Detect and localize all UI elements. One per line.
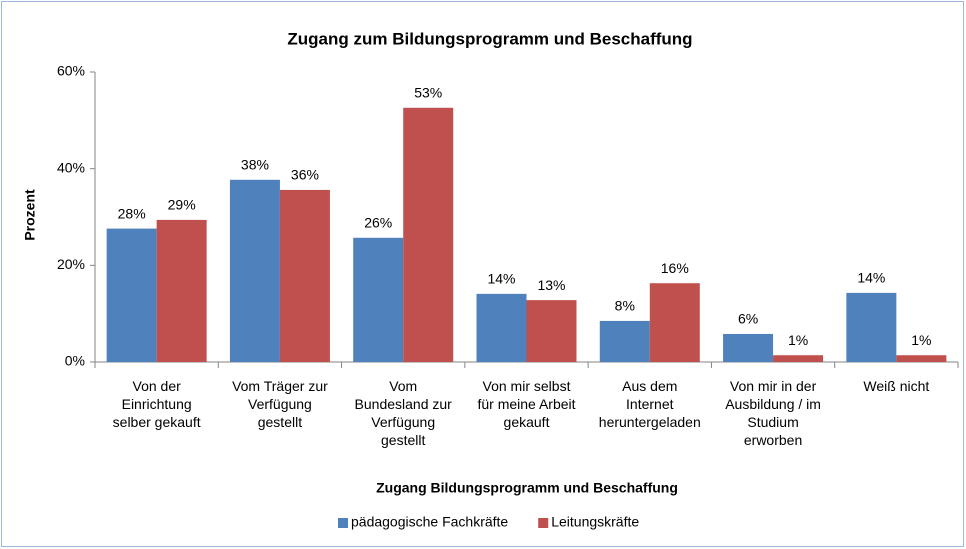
bar [403,107,454,363]
bar [723,333,774,362]
bar [599,320,650,362]
data-label: 29% [168,197,196,213]
x-tick-label: Von mir selbst für meine Arbeit gekauft [477,378,576,430]
data-label: 13% [537,277,565,293]
bar [773,355,824,362]
bar [106,228,157,362]
y-axis-label: Prozent [22,189,38,241]
x-axis-label: Zugang Bildungsprogramm und Beschaffung [376,480,678,496]
x-tick-label: Vom Bundesland zur Verfügung gestellt [354,378,452,448]
x-tick-label: Von der Einrichtung selber gekauft [112,378,201,430]
bar [846,292,897,362]
data-label: 14% [487,271,515,287]
data-label: 28% [118,205,146,221]
bar [229,179,280,362]
data-label: 26% [364,214,392,230]
data-label: 14% [857,270,885,286]
data-label: 36% [291,167,319,183]
bar [353,237,404,362]
x-tick-label: Aus dem Internet heruntergeladen [598,378,701,430]
bar [526,300,577,362]
x-tick-label: Von mir in der Ausbildung / im Studium e… [725,378,821,448]
data-label: 1% [788,332,808,348]
x-tick-label: Vom Träger zur Verfügung gestellt [232,378,328,430]
bar [156,219,207,362]
data-label: 6% [738,311,758,327]
bar [279,189,330,362]
bar [476,293,527,362]
x-tick-label: Weiß nicht [863,378,930,394]
legend-swatch [338,518,348,528]
chart-title: Zugang zum Bildungsprogramm und Beschaff… [287,29,692,48]
legend-label: pädagogische Fachkräfte [351,514,508,530]
bar [896,355,947,362]
bar [649,283,700,362]
data-label: 8% [615,298,635,314]
data-label: 38% [241,156,269,172]
y-tick-label: 60% [57,63,85,79]
legend-label: Leitungskräfte [551,514,639,530]
y-tick-label: 0% [65,353,85,369]
data-label: 53% [414,84,442,100]
y-tick-label: 40% [57,159,85,175]
data-label: 16% [661,260,689,276]
data-label: 1% [911,332,931,348]
y-tick-label: 20% [57,256,85,272]
legend-swatch [538,518,549,528]
